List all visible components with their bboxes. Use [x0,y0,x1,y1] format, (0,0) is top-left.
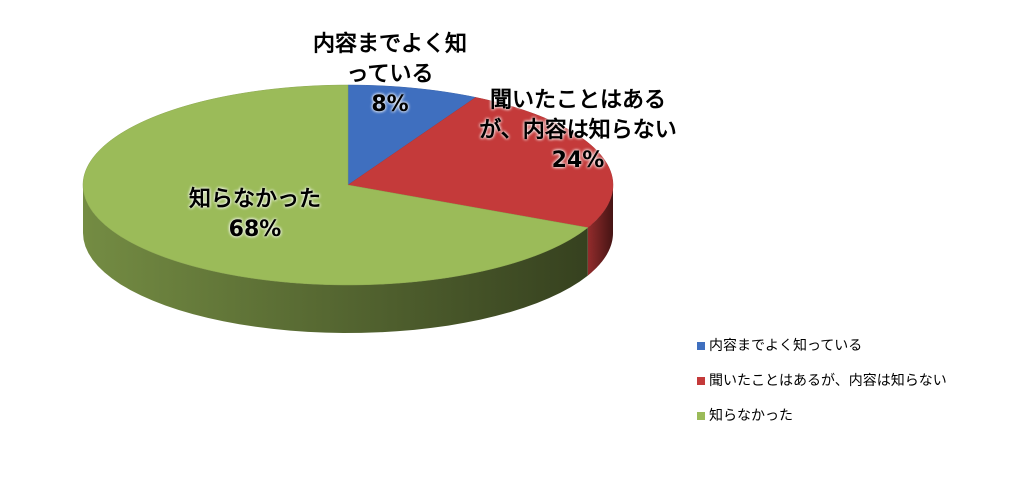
data-label-category: 内容までよく知っている [312,32,467,87]
slice-side [587,185,613,276]
legend-label: 知らなかった [709,408,793,424]
legend-label: 聞いたことはあるが、内容は知らない [709,373,947,389]
data-label-category: 知らなかった [188,187,321,212]
data-label: 知らなかった 68% [160,185,350,245]
data-label-value: 24% [551,148,605,173]
data-label: 内容までよく知っている 8% [305,30,475,120]
data-label-category: 聞いたことはあるが、内容は知らない [479,88,677,143]
legend-swatch [697,377,705,385]
slice [347,97,614,228]
legend-swatch [697,342,705,350]
slice-side [83,185,588,333]
data-label: 聞いたことはあるが、内容は知らない 24% [478,86,678,176]
legend-item: 聞いたことはあるが、内容は知らない [697,372,947,390]
legend-label: 内容までよく知っている [709,338,863,354]
legend-item: 知らなかった [697,407,793,425]
data-label-value: 68% [228,217,282,242]
data-label-value: 8% [371,92,409,117]
slice [82,84,589,286]
legend-item: 内容までよく知っている [697,337,862,355]
legend-swatch [697,412,705,420]
slice [347,84,477,186]
